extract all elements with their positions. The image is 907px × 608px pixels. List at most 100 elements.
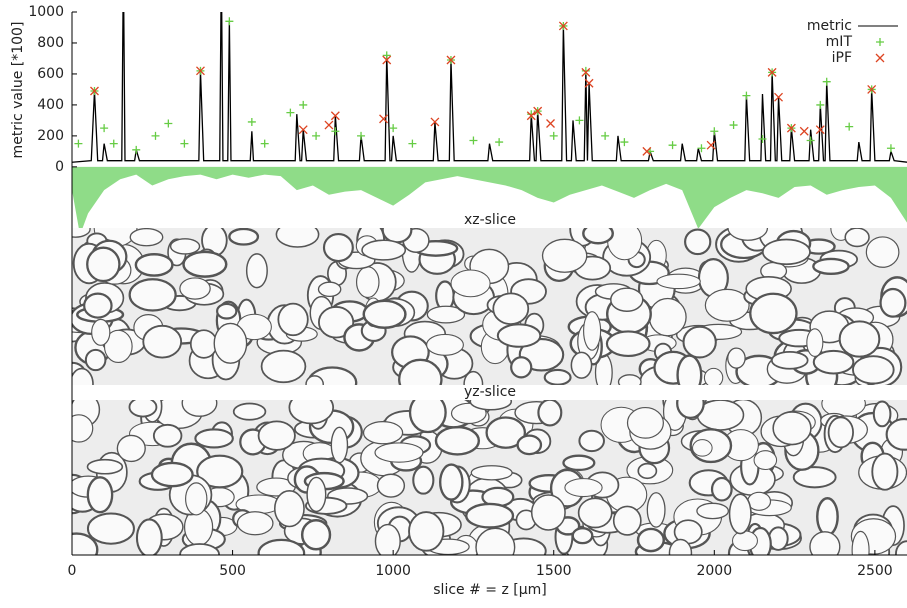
marker-plus — [331, 127, 340, 136]
marker-cross — [581, 67, 591, 77]
cell — [169, 238, 201, 255]
y-tick-label: 600 — [37, 66, 64, 82]
cell — [668, 538, 693, 555]
cell — [577, 497, 613, 529]
cell — [727, 228, 769, 241]
cell — [682, 325, 717, 359]
cell — [362, 299, 407, 329]
y-tick-label: 400 — [37, 97, 64, 113]
cell — [288, 400, 335, 425]
cell — [496, 323, 542, 348]
cell — [727, 347, 746, 369]
cell — [277, 302, 309, 337]
cell — [571, 527, 594, 545]
marker-cross — [786, 123, 796, 133]
marker-cross — [706, 140, 716, 150]
cell — [809, 531, 841, 555]
plot-area — [72, 12, 907, 235]
marker-cross — [767, 67, 777, 77]
cell — [275, 228, 320, 248]
marker-cross — [382, 55, 392, 65]
marker-plus — [816, 100, 825, 109]
marker-plus — [758, 134, 767, 143]
cell — [463, 370, 484, 385]
cell — [305, 375, 324, 385]
marker-plus — [495, 138, 504, 147]
cell — [228, 228, 260, 246]
cell — [871, 452, 899, 491]
cell — [196, 454, 244, 489]
cell — [128, 400, 158, 418]
cell — [812, 349, 855, 375]
marker-plus — [549, 131, 558, 140]
cell — [806, 328, 824, 357]
cell — [72, 532, 99, 555]
cell — [361, 239, 407, 261]
cell — [412, 465, 435, 495]
cell — [578, 429, 605, 453]
cell — [300, 518, 332, 551]
cell — [469, 400, 513, 411]
slice-image — [72, 228, 907, 385]
y-tick-label: 0 — [55, 159, 64, 175]
legend-label: metric — [807, 18, 852, 34]
marker-cross — [533, 106, 543, 116]
cell — [434, 425, 481, 456]
cell — [583, 311, 602, 351]
cell — [236, 511, 274, 536]
cell — [84, 348, 107, 372]
cell — [728, 493, 752, 535]
cell — [213, 322, 248, 364]
cell — [72, 414, 94, 443]
cell — [86, 246, 121, 283]
cell — [134, 253, 174, 277]
y-tick-label: 200 — [37, 128, 64, 144]
marker-cross — [324, 120, 334, 130]
cell — [582, 228, 614, 245]
y-tick-label: 800 — [37, 35, 64, 51]
marker-cross — [774, 92, 783, 102]
cell — [636, 527, 665, 553]
cell — [216, 302, 238, 320]
cell — [465, 502, 515, 529]
cell — [150, 461, 194, 488]
cell — [129, 228, 164, 247]
slice-image — [72, 400, 907, 555]
marker-cross — [867, 84, 877, 94]
marker-plus — [286, 108, 295, 117]
marker-plus — [886, 144, 895, 153]
marker-plus — [668, 141, 677, 150]
cell — [232, 402, 267, 421]
slice-label: xz-slice — [464, 212, 516, 228]
cell — [885, 418, 907, 451]
cell — [426, 305, 466, 324]
marker-plus — [742, 91, 751, 100]
x-tick-label: 1500 — [536, 563, 572, 579]
cell — [767, 526, 789, 551]
cell — [617, 374, 642, 385]
cell — [637, 462, 658, 480]
cell — [330, 426, 349, 464]
legend-label: iPF — [832, 50, 852, 66]
cell — [710, 476, 733, 502]
cell — [761, 238, 811, 266]
y-tick-label: 1000 — [28, 4, 64, 20]
cell — [530, 494, 566, 531]
marker-cross — [546, 119, 555, 128]
cell — [844, 228, 870, 248]
marker-plus — [620, 138, 629, 147]
cell — [450, 269, 491, 298]
cell — [439, 463, 464, 501]
marker-cross — [584, 78, 594, 88]
cell — [692, 439, 713, 457]
legend-swatch — [876, 38, 884, 46]
marker-cross — [526, 111, 536, 121]
marker-cross — [430, 117, 440, 127]
cell — [182, 250, 228, 278]
marker-plus — [575, 116, 584, 125]
cell — [510, 356, 533, 379]
legend-label: mIT — [826, 34, 853, 50]
cell — [103, 329, 133, 364]
cell — [770, 350, 809, 370]
marker-cross — [642, 146, 652, 156]
